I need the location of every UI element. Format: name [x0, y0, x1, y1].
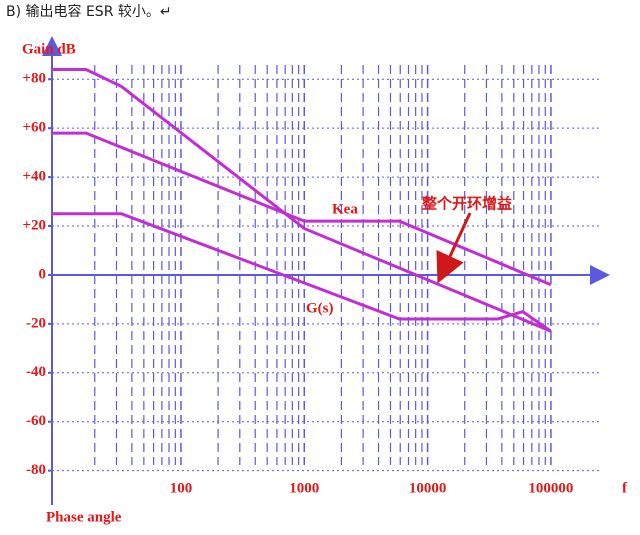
x-axis-label: f	[622, 480, 628, 496]
phase-label: Phase angle	[46, 509, 122, 525]
x-tick-label: 1000	[289, 480, 319, 496]
series-label: G(s)	[306, 300, 334, 316]
y-axis-label: Gain dB	[22, 41, 76, 57]
x-tick-label: 100000	[528, 480, 573, 496]
y-tick-label: -80	[26, 462, 46, 478]
header: B) 输出电容 ESR 较小。↵	[6, 3, 172, 20]
y-tick-label: +80	[22, 71, 46, 87]
y-tick-label: -60	[26, 413, 46, 429]
series-label: 整个开环增益	[422, 194, 512, 212]
y-tick-label: 0	[39, 266, 47, 282]
line	[52, 67, 552, 333]
series-label: Kea	[332, 201, 358, 217]
line	[52, 131, 552, 287]
y-tick-label: +60	[22, 120, 46, 136]
annotation-arrow	[436, 212, 472, 284]
y-tick-label: -20	[26, 315, 46, 331]
line	[52, 212, 552, 333]
x-tick-label: 100	[170, 480, 193, 496]
y-tick-label: +20	[22, 217, 46, 233]
y-tick-label: +40	[22, 169, 46, 185]
y-tick-label: -40	[26, 364, 46, 380]
x-tick-label: 10000	[409, 480, 447, 496]
